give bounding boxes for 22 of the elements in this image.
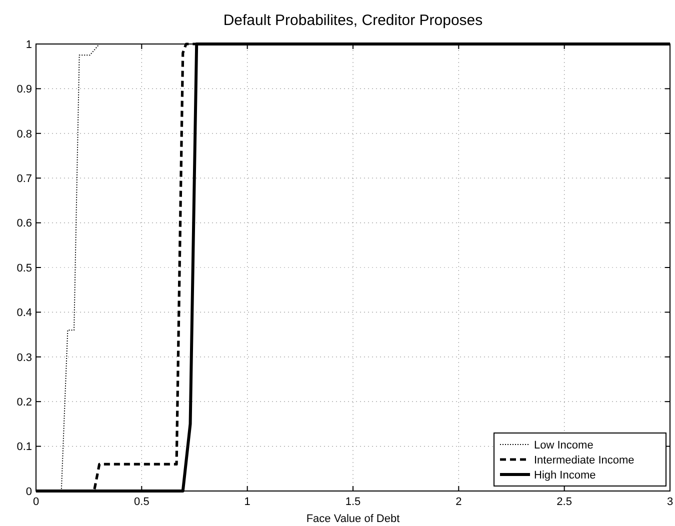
y-tick-label: 0.7 <box>16 172 32 185</box>
legend-label: High Income <box>534 469 596 482</box>
y-tick-label: 0.1 <box>16 441 32 454</box>
chart-title: Default Probabilites, Creditor Proposes <box>223 12 483 29</box>
y-tick-label: 0 <box>26 486 32 498</box>
x-tick-label: 0.5 <box>134 496 150 508</box>
x-tick-label: 1 <box>244 496 250 508</box>
x-tick-label: 1.5 <box>345 496 361 508</box>
y-tick-label: 0.9 <box>16 84 32 96</box>
legend-label: Low Income <box>534 439 594 452</box>
y-tick-label: 0.3 <box>16 352 32 364</box>
x-tick-label: 2.5 <box>556 496 572 508</box>
y-tick-label: 1 <box>26 38 32 51</box>
y-tick-label: 0.2 <box>16 396 32 408</box>
y-tick-label: 0.6 <box>16 218 32 230</box>
x-tick-label: 3 <box>666 496 674 508</box>
x-tick-label: 2 <box>456 496 462 508</box>
y-tick-label: 0.5 <box>16 262 32 274</box>
y-tick-label: 0.8 <box>16 128 32 140</box>
x-axis-title: Face Value of Debt <box>306 513 400 525</box>
y-tick-label: 0.4 <box>16 307 32 320</box>
legend-label: Intermediate Income <box>534 454 634 466</box>
